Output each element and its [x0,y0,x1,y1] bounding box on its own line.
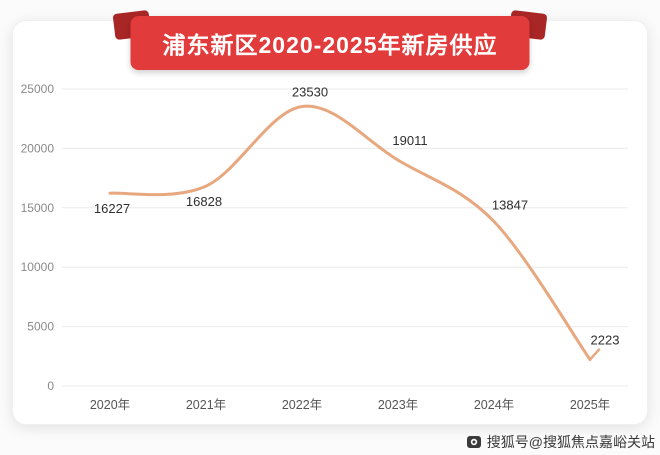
x-axis-tick: 2023年 [378,398,418,412]
chart-title: 浦东新区2020-2025年新房供应 [162,32,498,58]
y-axis-tick: 5000 [27,320,54,334]
data-label: 2223 [591,333,620,348]
data-label: 23530 [292,84,328,99]
watermark-text: 搜狐号@搜狐焦点嘉峪关站 [486,434,655,450]
x-axis-tick: 2020年 [90,398,130,412]
supply-line [108,104,592,362]
sohu-logo-icon [466,434,482,450]
chart-card: 浦东新区2020-2025年新房供应 0 5000 10000 15000 20000 2… [12,9,648,425]
data-label: 16227 [94,201,130,216]
line-chart: 0 5000 10000 15000 20000 25000 2020年 2021年 2022年… [21,82,628,412]
chart-title-ribbon: 浦东新区2020-2025年新房供应 [130,16,530,70]
x-axis-tick: 2025年 [570,398,610,412]
x-axis-tick: 2022年 [282,398,322,412]
data-label: 13847 [492,197,528,212]
x-axis-tick: 2021年 [186,398,226,412]
line-end-hook [588,348,601,361]
y-axis-tick: 25000 [21,82,55,96]
y-axis-tick: 10000 [21,260,55,274]
data-label: 16828 [186,194,222,209]
watermark: 搜狐号@搜狐焦点嘉峪关站 [466,432,655,452]
x-axis-tick: 2024年 [474,398,514,412]
y-axis-tick: 20000 [21,141,55,155]
data-label: 19011 [392,133,427,148]
y-axis-tick: 0 [47,379,54,393]
y-axis-tick: 15000 [21,201,55,215]
